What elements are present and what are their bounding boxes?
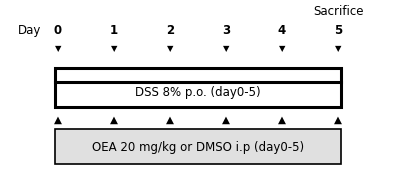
- Text: ▼: ▼: [55, 44, 61, 54]
- Text: ▼: ▼: [167, 44, 173, 54]
- Text: ▲: ▲: [222, 115, 230, 125]
- Text: Sacrifice: Sacrifice: [313, 5, 363, 18]
- Text: 2: 2: [166, 24, 174, 37]
- Text: 5: 5: [334, 24, 342, 37]
- Text: ▲: ▲: [334, 115, 342, 125]
- Text: 4: 4: [278, 24, 286, 37]
- Text: ▼: ▼: [223, 44, 229, 54]
- Bar: [55, 68, 341, 107]
- Text: ▼: ▼: [335, 44, 341, 54]
- Text: OEA 20 mg/kg or DMSO i.p (day0-5): OEA 20 mg/kg or DMSO i.p (day0-5): [92, 141, 304, 154]
- Text: 3: 3: [222, 24, 230, 37]
- Text: ▲: ▲: [166, 115, 174, 125]
- Bar: [55, 129, 341, 164]
- Text: DSS 8% p.o. (day0-5): DSS 8% p.o. (day0-5): [135, 86, 261, 99]
- Text: ▲: ▲: [278, 115, 286, 125]
- Text: Day: Day: [18, 24, 41, 37]
- Text: ▼: ▼: [279, 44, 285, 54]
- Text: ▼: ▼: [111, 44, 117, 54]
- Text: ▲: ▲: [110, 115, 118, 125]
- Text: 1: 1: [110, 24, 118, 37]
- Text: ▲: ▲: [54, 115, 62, 125]
- Text: 0: 0: [54, 24, 62, 37]
